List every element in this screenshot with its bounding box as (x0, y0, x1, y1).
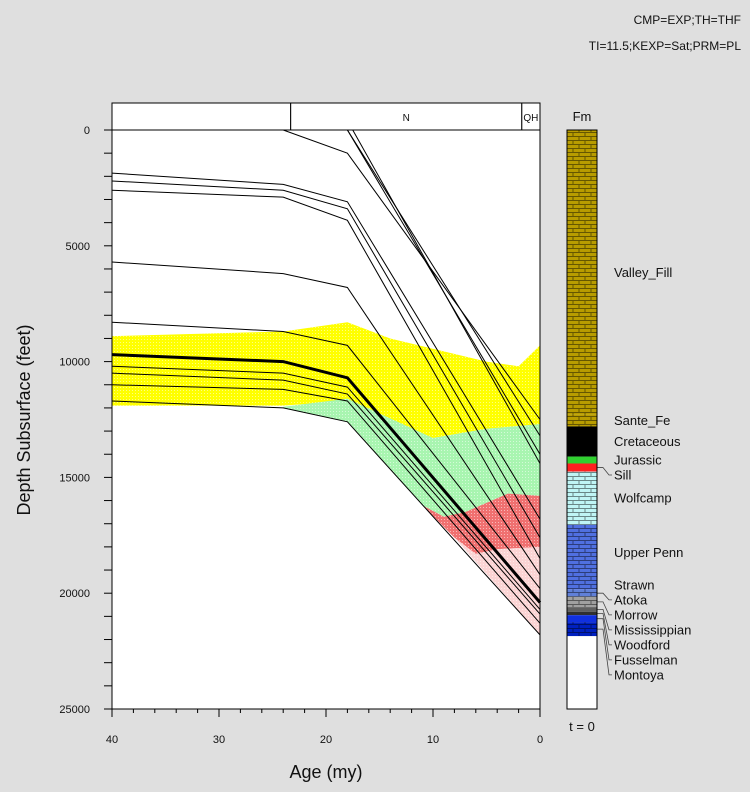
burial-line-horizon-8 (111, 372, 541, 615)
red-zone-texture (422, 493, 540, 554)
y-tick-label: 10000 (59, 357, 90, 369)
layer-label: Valley_Fill (614, 265, 672, 280)
green-zone-texture (283, 398, 540, 517)
param-line-2: TI=11.5;KEXP=Sat;PRM=PL (589, 39, 742, 53)
layer-label: Mississippian (614, 622, 691, 637)
layer-leader-line (597, 618, 612, 661)
time-band-label: N (403, 113, 410, 124)
layer-pattern (567, 589, 597, 597)
layer-pattern (567, 471, 597, 525)
layer-pattern (567, 414, 597, 427)
time-band (290, 102, 523, 131)
layer-pattern (567, 579, 597, 590)
y-tick-label: 20000 (59, 588, 90, 600)
layer-leader-line (597, 601, 612, 616)
x-tick-label: 0 (537, 734, 543, 746)
layer-label: Cretaceous (614, 434, 681, 449)
burial-line-valley-fill-1 (283, 129, 541, 420)
time-band (111, 102, 292, 131)
param-line-1: CMP=EXP;TH=THF (634, 13, 741, 27)
layer-label: Montoya (614, 667, 665, 682)
burial-line-horizon-2 (111, 180, 541, 538)
burial-line-valley-fill-2 (346, 129, 541, 436)
layer-label: Strawn (614, 577, 654, 592)
burial-line-horizon-5 (111, 321, 541, 589)
layer-label: Woodford (614, 637, 670, 652)
layer-label: Jurassic (614, 453, 662, 468)
burial-line-valley-fill-4 (352, 129, 541, 464)
layer-woodford (567, 611, 597, 616)
column-title: Fm (573, 109, 592, 124)
layer-label: Upper Penn (614, 545, 683, 560)
layer-pattern (567, 596, 597, 608)
layer-label: Morrow (614, 607, 658, 622)
layer-fusselman (567, 615, 597, 623)
layer-pattern (567, 622, 597, 637)
y-tick-label: 25000 (59, 704, 90, 716)
x-tick-label: 10 (427, 734, 439, 746)
burial-line-horizon-3 (111, 189, 541, 559)
layer-label: Sante_Fe (614, 413, 670, 428)
yellow-zone-texture (112, 322, 540, 439)
burial-line-horizon-1 (111, 172, 541, 520)
x-tick-label: 20 (320, 734, 332, 746)
layer-jurassic (567, 456, 597, 464)
layer-label: Sill (614, 468, 631, 483)
layer-leader-line (597, 609, 612, 631)
burial-line-horizon-6 (111, 353, 542, 604)
layer-leader-line (597, 613, 612, 646)
x-axis-title: Age (my) (289, 762, 362, 782)
layer-sill (567, 463, 597, 472)
layer-leader-line (597, 467, 612, 476)
layer-mississippian (567, 607, 597, 612)
layer-label: Fusselman (614, 652, 678, 667)
y-tick-label: 0 (84, 125, 90, 137)
y-axis-title: Depth Subsurface (feet) (14, 324, 34, 515)
x-tick-label: 30 (213, 734, 225, 746)
layer-leader-line (597, 628, 612, 676)
y-tick-label: 5000 (66, 241, 90, 253)
column-border (566, 129, 598, 710)
time-band-label: QH (523, 113, 538, 124)
column-footer: t = 0 (569, 719, 595, 734)
burial-line-horizon-4 (111, 261, 541, 575)
layer-label: Atoka (614, 592, 648, 607)
layer-label: Wolfcamp (614, 491, 672, 506)
layer-leader-line (597, 592, 612, 601)
y-tick-label: 15000 (59, 472, 90, 484)
burial-line-horizon-7 (111, 365, 541, 610)
x-tick-label: 40 (106, 734, 118, 746)
layer-pattern (567, 130, 597, 415)
layer-pattern (567, 524, 597, 580)
burial-line-horizon-10 (111, 400, 541, 636)
burial-line-horizon-9 (111, 384, 541, 624)
layer-cretaceous (567, 426, 597, 457)
